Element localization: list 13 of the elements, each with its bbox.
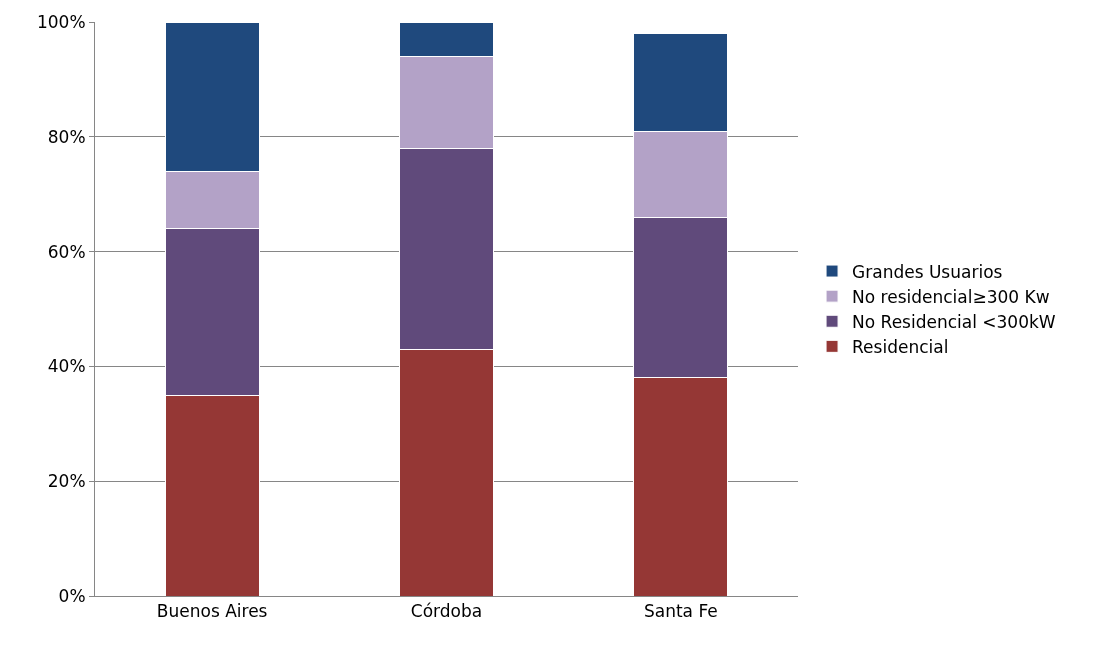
y-tick-label: 80%: [47, 126, 86, 147]
y-tick-label: 20%: [47, 471, 86, 492]
legend-label: Residencial: [852, 336, 949, 357]
y-tick-label: 0%: [58, 585, 86, 606]
legend-label: Grandes Usuarios: [852, 261, 1003, 282]
x-tick-label: Buenos Aires: [156, 601, 268, 622]
y-tick-label: 40%: [47, 356, 86, 377]
legend-label: No Residencial <300kW: [852, 311, 1056, 332]
x-tick-label: Santa Fe: [643, 601, 718, 622]
y-tick-label: 60%: [47, 241, 86, 262]
y-tick-label: 100%: [36, 11, 86, 32]
legend-label: No residencial≥300 Kw: [852, 286, 1050, 307]
x-tick-label: Córdoba: [410, 601, 483, 622]
